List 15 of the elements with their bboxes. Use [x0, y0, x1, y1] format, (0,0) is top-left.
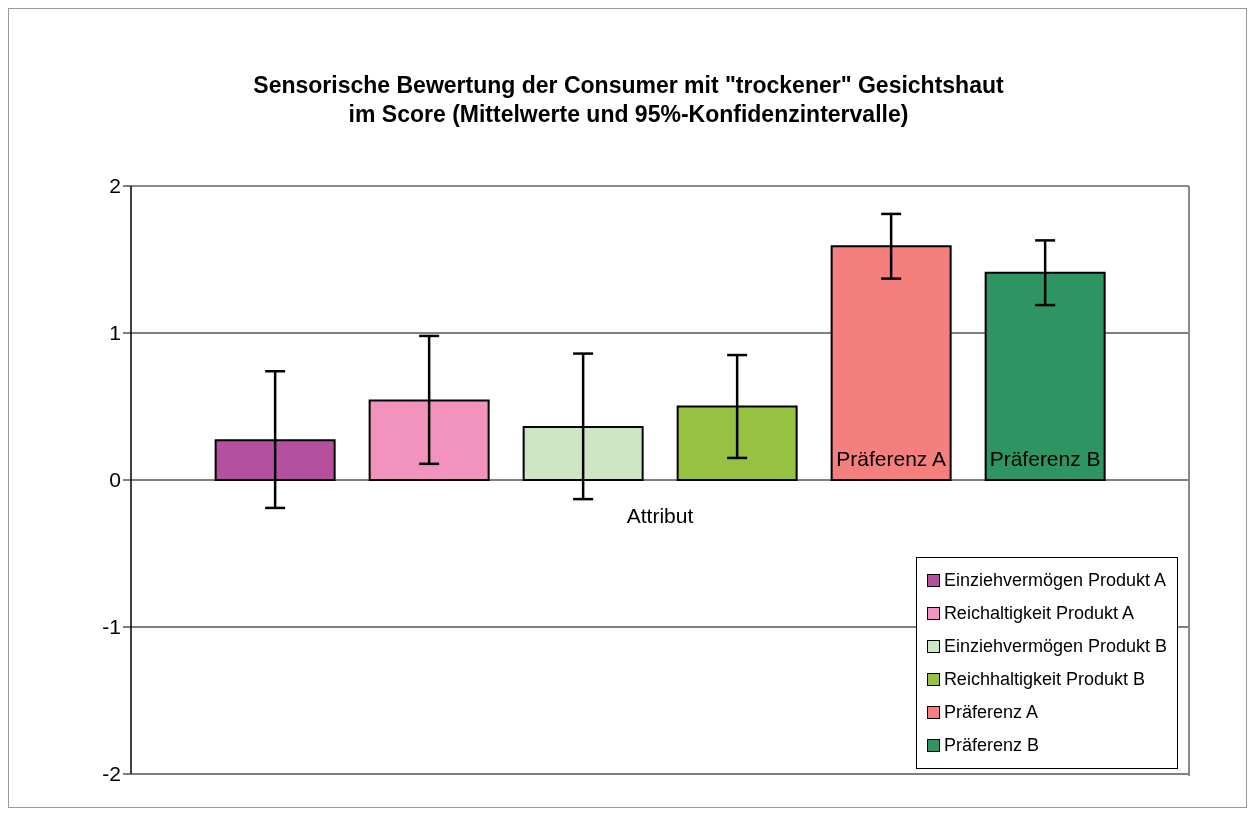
y-tick-label: 2: [109, 174, 121, 198]
y-tick-label: 1: [109, 321, 121, 345]
data-label: Präferenz B: [989, 447, 1101, 470]
y-tick-label: -2: [102, 762, 121, 786]
y-tick-label: -1: [102, 615, 121, 639]
legend-label: Präferenz B: [943, 735, 1039, 756]
legend-label: Einziehvermögen Produkt A: [943, 570, 1167, 591]
x-tick-label: Attribut: [626, 504, 694, 527]
data-label: Präferenz A: [836, 447, 947, 470]
chart-title: Sensorische Bewertung der Consumer mit "trockener" Gesichtshaut im Score (Mittelwerte und 95%-Konfidenzintervalle): [252, 71, 1005, 129]
legend-label: Reichaltigkeit Produkt A: [943, 603, 1134, 624]
legend-label: Präferenz A: [943, 702, 1038, 723]
legend-label: Reichhaltigkeit Produkt B: [943, 669, 1145, 690]
y-tick-label: 0: [109, 468, 121, 492]
legend-label: Einziehvermögen Produkt B: [943, 636, 1167, 657]
